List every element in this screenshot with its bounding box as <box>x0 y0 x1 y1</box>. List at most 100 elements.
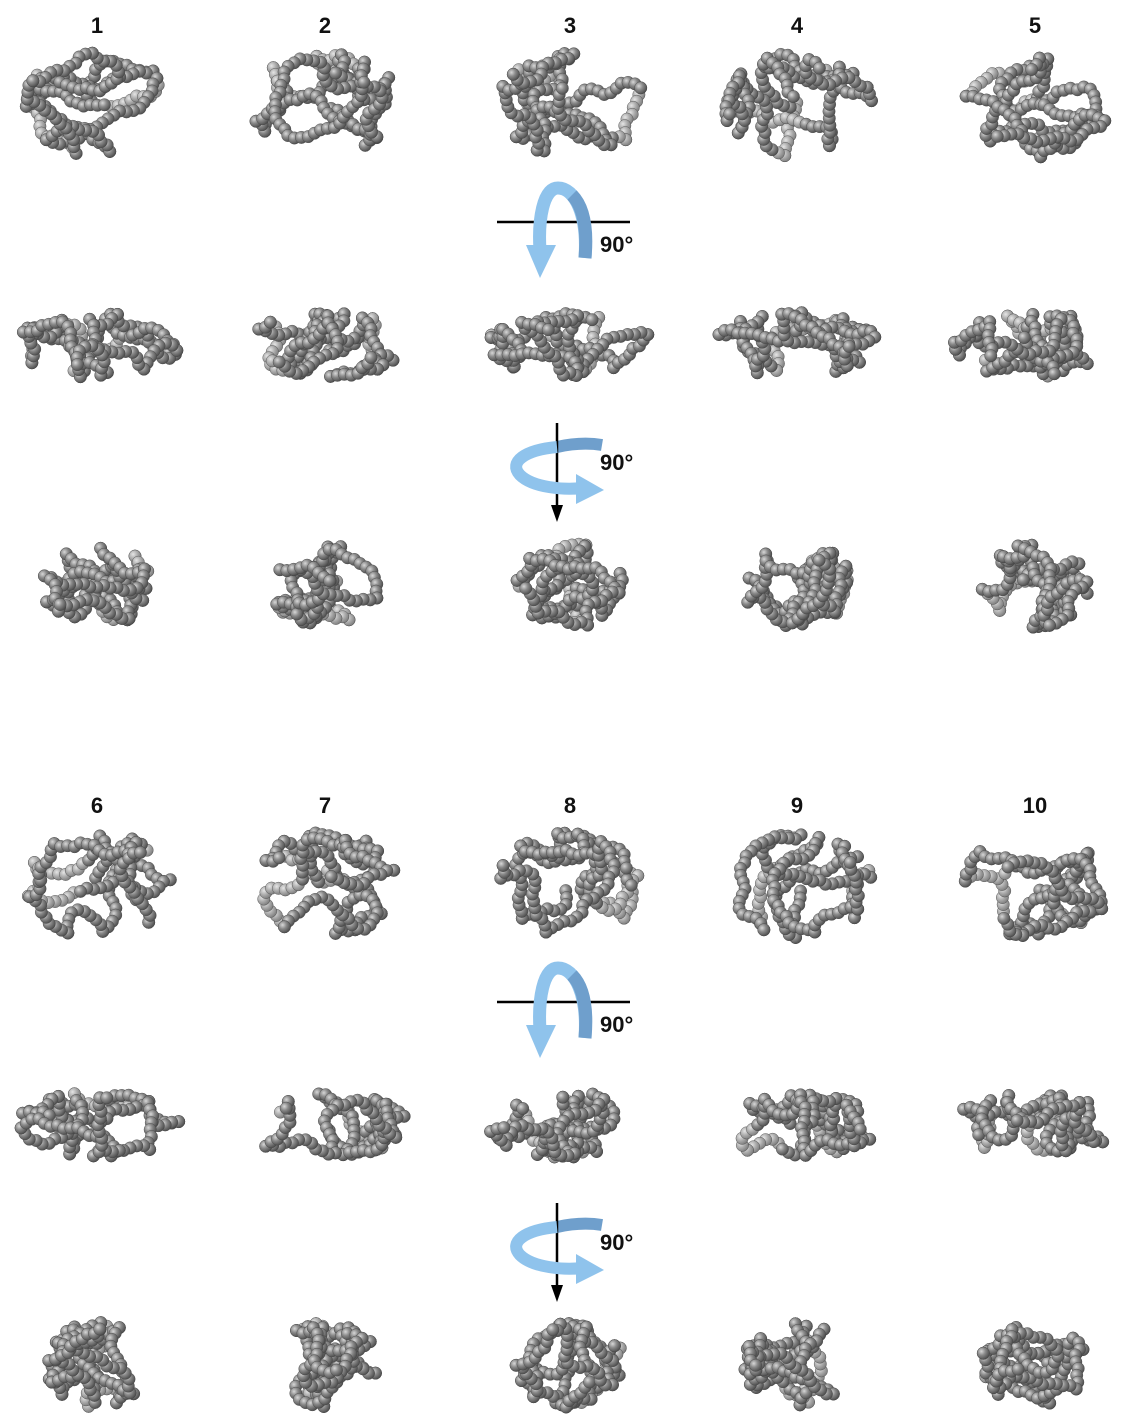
atom <box>277 920 291 934</box>
atom <box>1017 573 1030 587</box>
atom <box>853 1122 867 1136</box>
molecule <box>975 538 1094 634</box>
atom <box>813 61 826 75</box>
molecule <box>257 826 401 940</box>
atom <box>776 1142 789 1156</box>
molecule <box>712 306 882 380</box>
model-label: 5 <box>1029 13 1041 38</box>
atom <box>787 90 800 104</box>
atom <box>990 129 1004 143</box>
molecule <box>510 537 629 632</box>
atom <box>757 923 771 937</box>
atom <box>634 81 648 95</box>
atom <box>26 74 40 88</box>
arrow-head <box>576 474 604 504</box>
molecule <box>17 307 184 384</box>
atom <box>842 339 856 353</box>
atom <box>496 859 510 872</box>
molecule <box>732 828 878 944</box>
atom <box>98 98 111 112</box>
molecule <box>719 48 878 163</box>
atom <box>1001 860 1015 874</box>
molecule <box>958 845 1109 942</box>
rotation-label: 90° <box>600 232 633 257</box>
molecule <box>259 1087 411 1162</box>
molecule <box>289 1317 382 1413</box>
molecule <box>741 546 854 632</box>
arrow-head <box>526 245 556 278</box>
molecule <box>252 307 400 383</box>
atom <box>272 355 286 369</box>
atom <box>53 598 67 611</box>
atom <box>997 912 1011 925</box>
atom <box>324 870 338 883</box>
rotation-label: 90° <box>600 450 633 475</box>
atom <box>497 1121 511 1135</box>
atom <box>984 349 998 363</box>
molecule <box>270 540 384 630</box>
atom <box>812 553 826 567</box>
atom <box>263 315 277 329</box>
molecule <box>948 308 1094 383</box>
model-label: 7 <box>319 793 331 818</box>
model-label: 3 <box>564 13 576 38</box>
molecule <box>14 1087 186 1163</box>
model-label: 4 <box>791 13 804 38</box>
molecule <box>22 829 177 940</box>
atom <box>546 1323 560 1337</box>
atom <box>519 581 533 595</box>
atom <box>272 851 286 865</box>
molecule <box>484 1087 621 1164</box>
atom <box>624 878 638 892</box>
atom <box>279 1101 293 1115</box>
rotation-arrow-back <box>555 437 603 453</box>
atom <box>364 351 378 364</box>
atom <box>323 574 337 588</box>
molecule <box>484 307 655 382</box>
model-label: 2 <box>319 13 331 38</box>
atom <box>1047 367 1061 381</box>
molecule <box>959 51 1112 164</box>
atom <box>329 66 342 80</box>
rotation-arrow <box>510 441 583 495</box>
atom <box>723 107 736 121</box>
molecule <box>509 1317 627 1414</box>
molecule <box>19 46 165 160</box>
atom <box>1010 1114 1024 1127</box>
model-label: 10 <box>1023 793 1047 818</box>
molecule <box>249 48 396 152</box>
atom <box>1025 63 1039 76</box>
model-label: 9 <box>791 793 803 818</box>
molecule <box>957 1089 1110 1158</box>
molecule <box>496 47 648 158</box>
atom <box>556 1090 570 1104</box>
atom <box>516 1102 530 1115</box>
atom <box>100 1091 114 1105</box>
atom <box>585 313 599 327</box>
atom <box>357 75 371 89</box>
arrow-head <box>551 505 563 522</box>
atom <box>1017 331 1031 344</box>
atom <box>93 1322 107 1336</box>
atom <box>749 1358 762 1372</box>
molecule <box>38 541 155 627</box>
molecule <box>735 1088 877 1162</box>
molecule <box>42 1316 141 1413</box>
atom <box>583 1375 596 1389</box>
rotation-arrow-back <box>567 190 593 259</box>
atom <box>620 861 633 875</box>
model-label: 8 <box>564 793 576 818</box>
atom <box>843 856 857 869</box>
molecule <box>976 1321 1090 1410</box>
atom <box>555 81 569 95</box>
atom <box>330 1363 343 1377</box>
model-label: 1 <box>91 13 103 38</box>
atom <box>290 607 304 621</box>
model-label: 6 <box>91 793 103 818</box>
atom <box>71 358 84 371</box>
atom <box>133 846 147 859</box>
atom <box>74 885 87 898</box>
atom <box>608 1339 621 1353</box>
